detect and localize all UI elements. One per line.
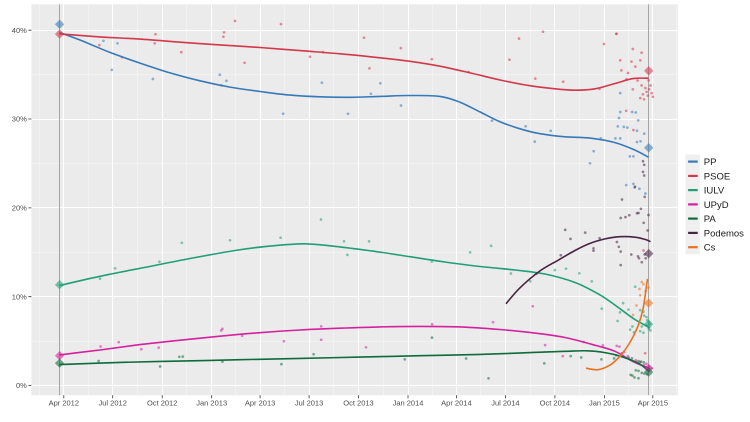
svg-text:Jul 2012: Jul 2012 bbox=[99, 399, 127, 408]
svg-text:Oct 2012: Oct 2012 bbox=[147, 399, 177, 408]
svg-text:Oct 2013: Oct 2013 bbox=[343, 399, 373, 408]
svg-text:Jan 2015: Jan 2015 bbox=[589, 399, 620, 408]
svg-text:40%: 40% bbox=[12, 26, 27, 35]
svg-text:Jan 2014: Jan 2014 bbox=[393, 399, 424, 408]
svg-text:Jan 2013: Jan 2013 bbox=[196, 399, 227, 408]
svg-text:Apr 2012: Apr 2012 bbox=[49, 399, 79, 408]
svg-text:PSOE: PSOE bbox=[704, 171, 730, 182]
svg-text:30%: 30% bbox=[12, 115, 27, 124]
svg-text:10%: 10% bbox=[12, 292, 27, 301]
svg-text:IULV: IULV bbox=[704, 186, 725, 197]
svg-text:UPyD: UPyD bbox=[704, 200, 729, 211]
svg-text:PP: PP bbox=[704, 157, 717, 168]
svg-text:Oct 2014: Oct 2014 bbox=[540, 399, 570, 408]
svg-text:Apr 2015: Apr 2015 bbox=[638, 399, 668, 408]
svg-text:Apr 2013: Apr 2013 bbox=[245, 399, 275, 408]
svg-text:Apr 2014: Apr 2014 bbox=[441, 399, 471, 408]
svg-text:20%: 20% bbox=[12, 204, 27, 213]
svg-text:Cs: Cs bbox=[704, 243, 716, 254]
svg-text:Jul 2013: Jul 2013 bbox=[295, 399, 323, 408]
svg-text:0%: 0% bbox=[16, 381, 27, 390]
svg-text:PA: PA bbox=[704, 214, 717, 225]
svg-text:Jul 2014: Jul 2014 bbox=[491, 399, 519, 408]
svg-text:Podemos: Podemos bbox=[704, 228, 744, 239]
